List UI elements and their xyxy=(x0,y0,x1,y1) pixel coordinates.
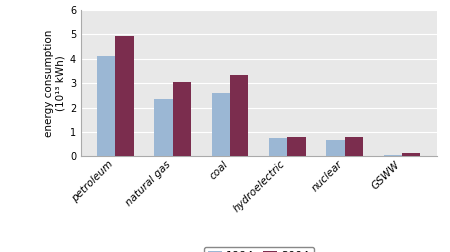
Bar xyxy=(326,140,345,156)
Bar xyxy=(116,36,134,156)
Bar xyxy=(212,93,230,156)
Bar xyxy=(173,82,191,156)
Y-axis label: energy consumption
(10¹³ kWh): energy consumption (10¹³ kWh) xyxy=(44,29,66,137)
Bar xyxy=(345,137,363,156)
Bar xyxy=(384,155,402,156)
Bar xyxy=(97,56,116,156)
Bar xyxy=(154,99,173,156)
Bar xyxy=(230,75,248,156)
Legend: 1994, 2004: 1994, 2004 xyxy=(204,246,314,252)
Bar xyxy=(402,153,420,156)
Bar xyxy=(269,138,288,156)
Bar xyxy=(288,137,306,156)
